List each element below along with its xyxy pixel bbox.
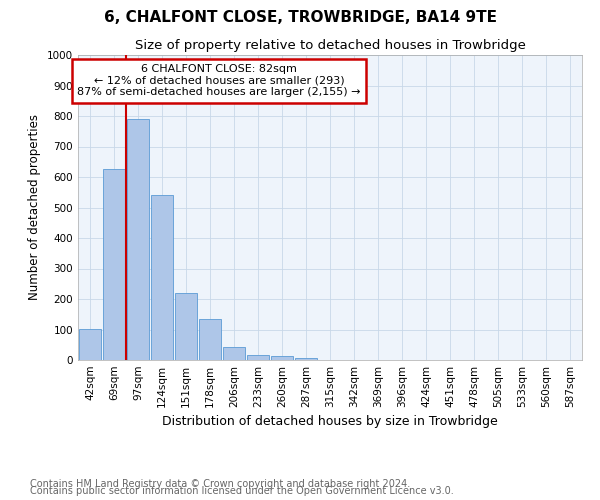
Y-axis label: Number of detached properties: Number of detached properties — [28, 114, 41, 300]
Text: Contains HM Land Registry data © Crown copyright and database right 2024.: Contains HM Land Registry data © Crown c… — [30, 479, 410, 489]
Bar — [79, 328, 101, 360]
Text: 6 CHALFONT CLOSE: 82sqm
← 12% of detached houses are smaller (293)
87% of semi-d: 6 CHALFONT CLOSE: 82sqm ← 12% of detache… — [77, 64, 361, 98]
Bar — [151, 196, 173, 360]
Bar — [175, 293, 197, 360]
Title: Size of property relative to detached houses in Trowbridge: Size of property relative to detached ho… — [134, 40, 526, 52]
Bar — [127, 119, 149, 360]
Bar — [271, 356, 293, 360]
Bar — [295, 358, 317, 360]
Text: 6, CHALFONT CLOSE, TROWBRIDGE, BA14 9TE: 6, CHALFONT CLOSE, TROWBRIDGE, BA14 9TE — [104, 10, 497, 25]
Bar — [223, 347, 245, 360]
X-axis label: Distribution of detached houses by size in Trowbridge: Distribution of detached houses by size … — [162, 416, 498, 428]
Text: Contains public sector information licensed under the Open Government Licence v3: Contains public sector information licen… — [30, 486, 454, 496]
Bar — [103, 170, 125, 360]
Bar — [247, 355, 269, 360]
Bar — [199, 320, 221, 360]
